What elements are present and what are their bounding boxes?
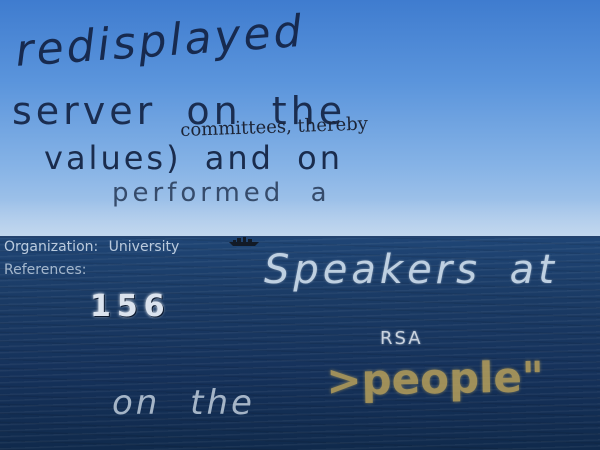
boat-icon [229,237,259,246]
overlay-text-values: values) and on [44,139,343,177]
overlay-text-on-the: on the [112,383,255,423]
horizon-line [0,236,600,238]
overlay-text-number: 156 [90,289,171,324]
overlay-text-people: >people" [325,352,545,405]
overlay-text-references: References: [4,262,87,278]
overlay-text-server: server on the [12,89,347,133]
sea [0,238,600,450]
overlay-text-organization: Organization: University [4,239,180,255]
overlay-text-performed: performed a [112,178,331,208]
sky [0,0,600,238]
overlay-text-speakers: Speakers at [264,247,558,293]
overlay-text-rsa: RSA [380,328,423,349]
horizon-haze [0,200,600,240]
